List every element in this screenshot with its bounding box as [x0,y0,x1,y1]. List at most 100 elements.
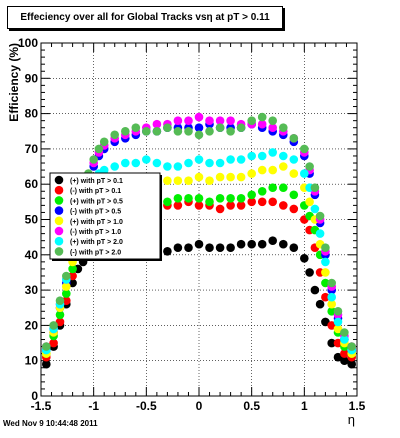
data-point [257,119,267,129]
data-point [226,243,235,252]
data-point [215,123,225,132]
series-7 [42,112,357,351]
data-point [279,239,288,249]
data-point [68,271,77,281]
data-point [55,310,65,320]
data-point [152,158,162,168]
data-point [152,119,162,129]
y-tick-label: 70 [25,142,39,156]
axis-ticks [40,42,358,397]
data-point [173,127,183,136]
data-point [268,123,278,132]
data-point [327,292,337,302]
data-point [68,278,77,288]
data-point [215,116,225,125]
data-point [268,197,278,207]
legend-label: (-) with pT > 1.0 [70,229,121,236]
legend-marker [54,216,64,226]
x-tick-label: -0.5 [136,399,157,413]
data-point [305,162,314,171]
data-point [305,268,314,277]
data-point [110,130,119,140]
legend-label: (-) with pT > 0.1 [70,188,121,195]
data-point [327,307,337,316]
data-point [173,243,183,252]
data-point [279,123,288,132]
data-point [289,204,299,214]
data-point [236,123,246,132]
x-tick-label: -1 [88,399,99,413]
grid-lines [41,43,357,396]
data-point [289,190,299,200]
data-point [194,172,204,182]
data-point [310,183,320,192]
data-point [49,321,58,330]
data-point [215,158,225,168]
data-point [62,289,71,298]
data-point [268,148,278,157]
data-point [289,169,299,178]
data-point [89,155,98,164]
data-point [236,172,246,182]
data-point [226,201,235,210]
data-point [131,123,141,132]
data-point [321,243,330,252]
data-point [173,176,183,185]
data-point [184,116,193,125]
legend-label: (+) with pT > 2.0 [70,239,123,246]
legend-label: (-) with pT > 0.5 [70,209,121,216]
data-point [333,338,343,348]
data-point [300,144,309,154]
data-point [279,151,288,161]
legend-marker [54,206,64,215]
data-point [184,176,193,185]
data-point [310,204,320,214]
data-point [289,155,299,164]
data-point [315,299,325,309]
data-point [247,239,256,249]
data-point [205,158,214,168]
data-point [215,243,225,252]
x-tick-label: 0 [196,399,203,413]
y-tick-label: 10 [25,354,39,368]
data-point [94,144,104,154]
data-point [333,352,343,362]
data-point [215,194,225,203]
data-point [55,317,65,327]
data-point [321,268,330,277]
timestamp: Wed Nov 9 10:44:48 2011 [3,419,98,428]
data-point [247,151,256,161]
x-tick-label: 1.5 [349,399,366,413]
legend-marker [54,196,64,205]
data-point [142,127,151,136]
data-point [194,194,204,203]
y-tick-label: 80 [25,107,39,121]
legend-label: (-) with pT > 2.0 [70,249,121,256]
data-point [194,239,204,249]
data-point [205,176,214,185]
legend-label: (+) with pT > 0.1 [70,178,123,185]
data-point [300,169,309,178]
data-point [279,183,288,192]
data-point [215,172,225,182]
data-point [99,165,109,175]
y-tick-label: 50 [25,213,39,227]
data-point [247,116,256,125]
data-point [327,338,337,348]
data-point [184,194,193,203]
y-axis-label: Efficiency (%) [7,43,21,122]
data-point [62,282,71,291]
chart-title: Effeciency over all for Global Tracks vs… [7,6,283,29]
data-point [194,130,204,140]
data-point [205,197,214,207]
x-tick-label: 0.5 [243,399,260,413]
data-point [333,317,343,327]
data-point [247,197,256,207]
data-point [236,194,246,203]
data-point [327,299,337,309]
data-point [184,127,193,136]
data-point [236,239,246,249]
data-point [347,359,357,369]
y-tick-label: 60 [25,177,39,191]
